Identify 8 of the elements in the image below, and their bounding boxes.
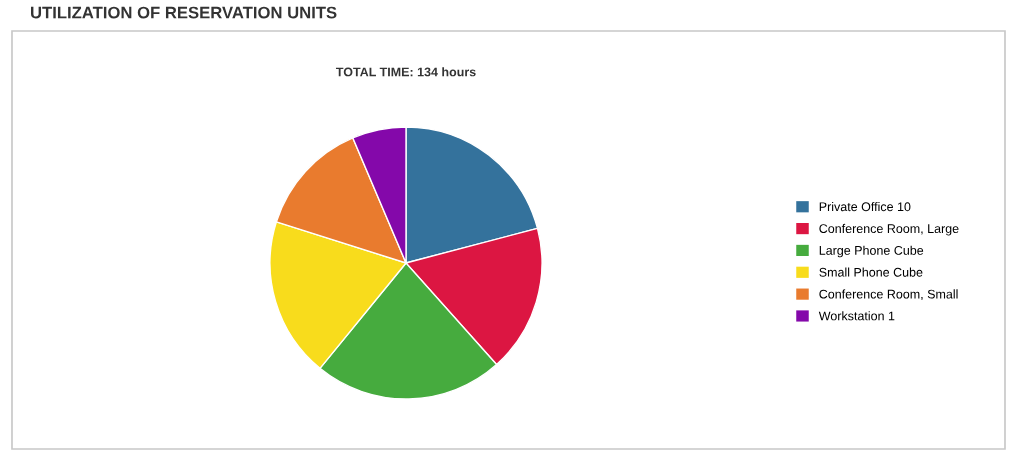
legend-label: Conference Room, Large <box>819 223 959 236</box>
chart-subtitle: TOTAL TIME: 134 hours <box>335 67 476 77</box>
legend-label: Large Phone Cube <box>819 245 924 258</box>
legend-label: Conference Room, Small <box>819 289 958 301</box>
legend-label: Workstation 1 <box>818 311 895 321</box>
legend-label: Small Phone Cube <box>819 267 923 277</box>
chart-title: UTILIZATION OF RESERVATION UNITS <box>31 6 337 19</box>
legend-label: Private Office 10 <box>819 201 911 212</box>
